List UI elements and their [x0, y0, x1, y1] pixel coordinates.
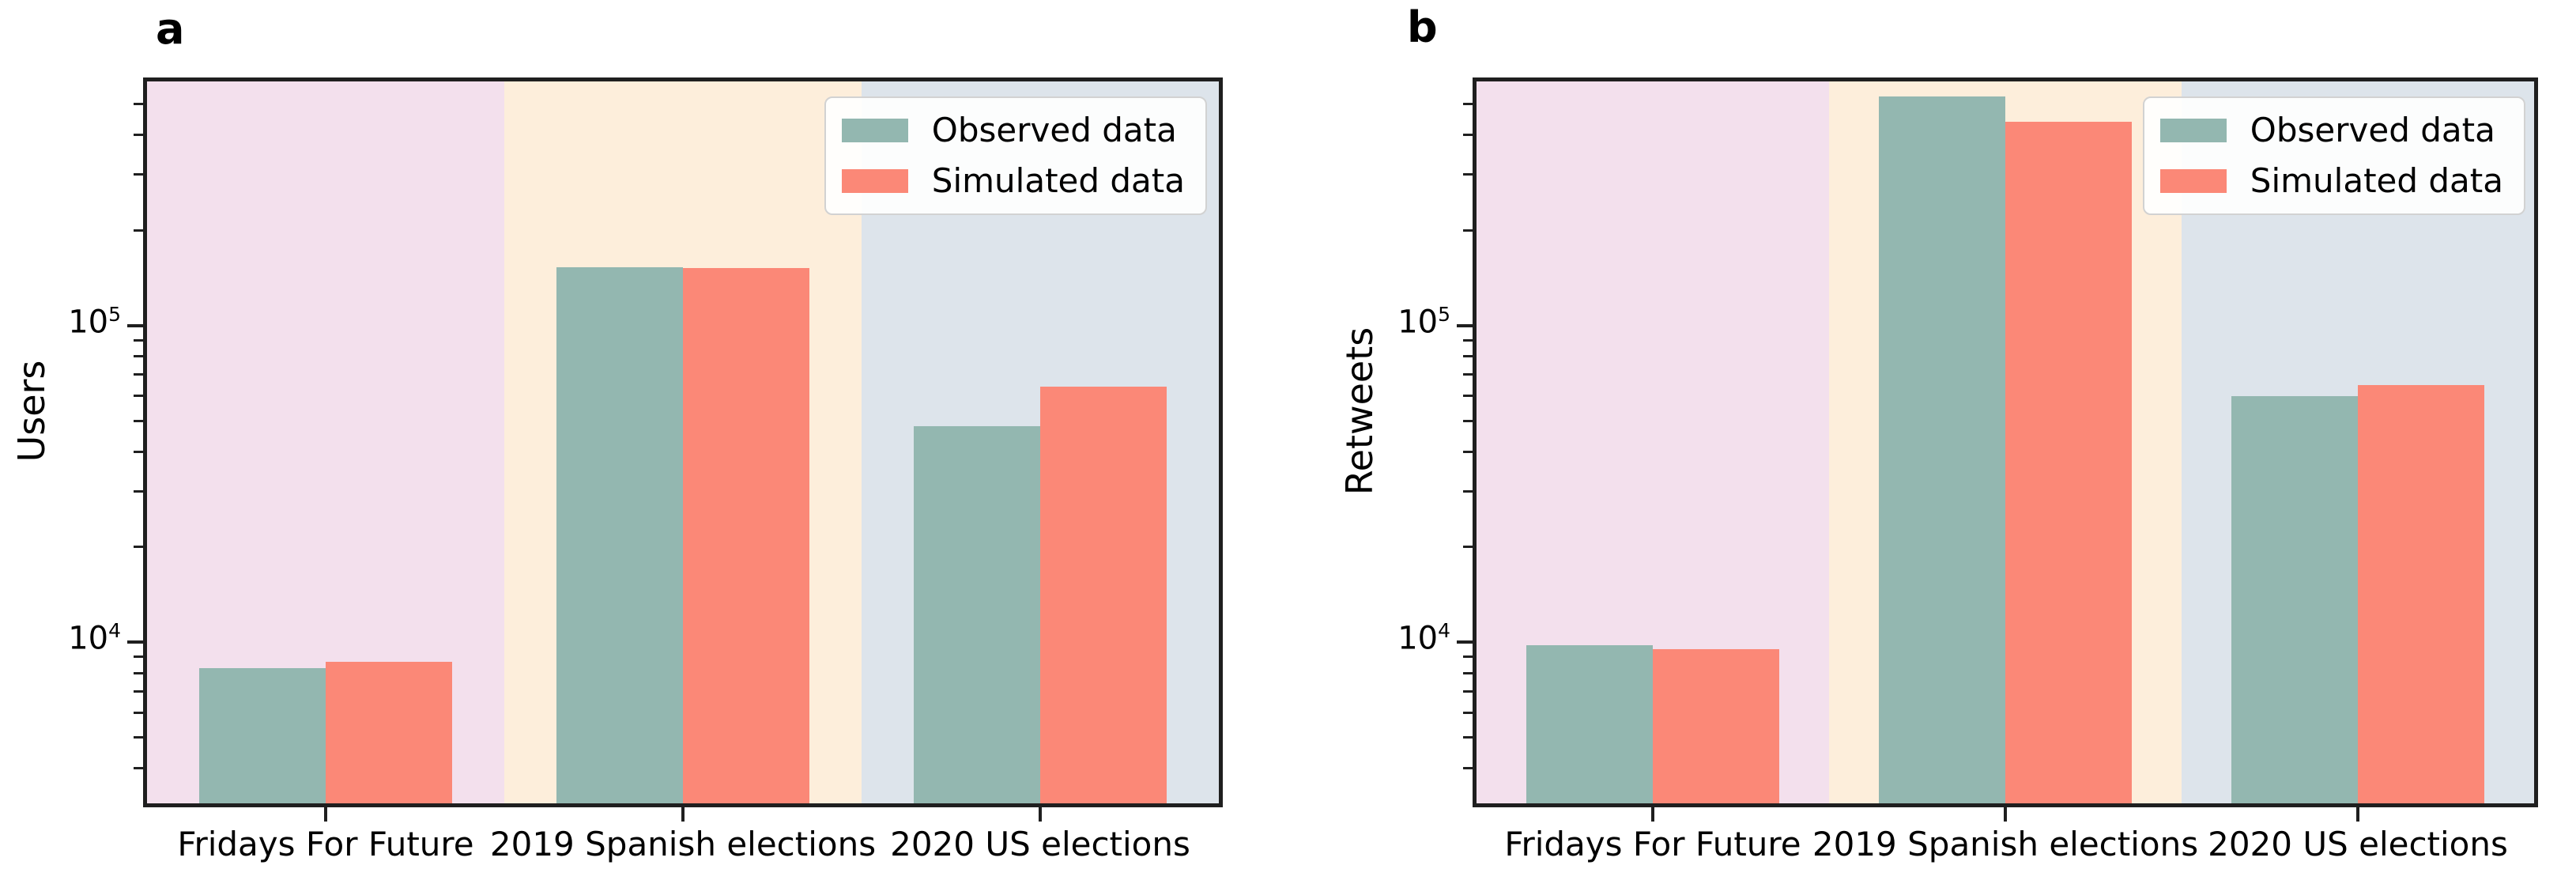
y-axis-minor-tick	[1463, 395, 1473, 398]
x-axis-tick-label-fridays-for-future: Fridays For Future	[1504, 825, 1801, 863]
y-axis-minor-tick	[134, 134, 143, 137]
y-axis-minor-tick	[1463, 338, 1473, 342]
panel-b-y-axis-label: Retweets	[1338, 327, 1381, 496]
legend-swatch-observed-data	[841, 119, 908, 142]
bar-observed-data-2019-spanish-elections	[556, 266, 683, 803]
y-axis-tick-label: 105	[68, 302, 121, 341]
panel-b-label: b	[1407, 2, 1438, 52]
y-axis-tick-label: 104	[1397, 619, 1450, 657]
y-axis-minor-tick	[1463, 103, 1473, 106]
y-axis-minor-tick	[1463, 229, 1473, 232]
y-axis-minor-tick	[134, 546, 143, 549]
y-axis-minor-tick	[134, 103, 143, 106]
x-axis-tick-label-2020-us-elections: 2020 US elections	[2208, 825, 2508, 863]
y-axis-minor-tick	[1463, 419, 1473, 422]
y-axis-minor-tick	[134, 689, 143, 693]
y-axis-minor-tick	[1463, 546, 1473, 549]
y-axis-minor-tick	[1463, 373, 1473, 376]
y-axis-minor-tick	[134, 711, 143, 714]
y-axis-minor-tick	[1463, 450, 1473, 453]
y-axis-minor-tick	[1463, 173, 1473, 176]
legend-swatch-simulated-data	[841, 169, 908, 193]
legend-label-simulated-data: Simulated data	[931, 161, 1185, 200]
bar-observed-data-2020-us-elections	[914, 426, 1040, 803]
legend-label-observed-data: Observed data	[931, 111, 1177, 149]
y-axis-minor-tick	[134, 450, 143, 453]
legend-entry-simulated-data: Simulated data	[841, 160, 1185, 202]
bar-simulated-data-2020-us-elections	[1040, 387, 1167, 803]
legend-entry-observed-data: Observed data	[841, 109, 1185, 152]
bar-observed-data-2019-spanish-elections	[1879, 96, 2005, 803]
y-axis-major-tick	[1457, 323, 1473, 327]
x-axis-tick	[324, 807, 327, 822]
y-axis-minor-tick	[134, 767, 143, 770]
legend-entry-observed-data: Observed data	[2159, 109, 2503, 152]
bar-simulated-data-fridays-for-future	[326, 661, 452, 803]
y-axis-minor-tick	[134, 419, 143, 422]
panel-a-label: a	[156, 4, 185, 54]
x-axis-tick-label-2019-spanish-elections: 2019 Spanish elections	[489, 825, 877, 863]
y-axis-minor-tick	[1463, 736, 1473, 739]
y-axis-minor-tick	[134, 671, 143, 674]
legend-label-observed-data: Observed data	[2250, 111, 2495, 149]
y-axis-minor-tick	[1463, 689, 1473, 693]
legend-swatch-simulated-data	[2159, 169, 2227, 193]
legend-entry-simulated-data: Simulated data	[2159, 160, 2503, 202]
y-axis-minor-tick	[134, 229, 143, 232]
y-axis-major-tick	[127, 323, 143, 327]
x-axis-tick	[1651, 807, 1654, 822]
y-axis-major-tick	[1457, 640, 1473, 644]
bar-observed-data-2020-us-elections	[2231, 395, 2358, 803]
y-axis-minor-tick	[134, 395, 143, 398]
y-axis-minor-tick	[1463, 655, 1473, 659]
panel-a-y-axis-label: Users	[10, 360, 53, 463]
y-axis-minor-tick	[1463, 489, 1473, 493]
y-axis-minor-tick	[134, 489, 143, 493]
legend-swatch-observed-data	[2159, 119, 2227, 142]
bar-observed-data-fridays-for-future	[199, 667, 326, 803]
y-axis-major-tick	[127, 640, 143, 644]
x-axis-tick	[1039, 807, 1042, 822]
y-axis-minor-tick	[134, 655, 143, 659]
y-axis-minor-tick	[134, 373, 143, 376]
legend: Observed data Simulated data	[824, 96, 1207, 215]
x-axis-tick-label-2019-spanish-elections: 2019 Spanish elections	[1812, 825, 2199, 863]
legend-label-simulated-data: Simulated data	[2250, 161, 2503, 200]
y-axis-minor-tick	[1463, 134, 1473, 137]
y-axis-minor-tick	[134, 736, 143, 739]
bar-simulated-data-2020-us-elections	[2358, 384, 2484, 803]
y-axis-minor-tick	[1463, 355, 1473, 358]
bar-simulated-data-fridays-for-future	[1653, 649, 1779, 803]
x-axis-tick	[681, 807, 685, 822]
bar-observed-data-fridays-for-future	[1526, 644, 1653, 803]
y-axis-tick-label: 104	[68, 619, 121, 657]
bar-simulated-data-2019-spanish-elections	[2005, 122, 2132, 803]
y-axis-minor-tick	[1463, 711, 1473, 714]
bar-simulated-data-2019-spanish-elections	[683, 267, 809, 803]
x-axis-tick	[2004, 807, 2007, 822]
y-axis-minor-tick	[134, 338, 143, 342]
x-axis-tick-label-fridays-for-future: Fridays For Future	[177, 825, 474, 863]
y-axis-tick-label: 105	[1397, 302, 1450, 341]
x-axis-tick-label-2020-us-elections: 2020 US elections	[890, 825, 1190, 863]
y-axis-minor-tick	[1463, 767, 1473, 770]
y-axis-minor-tick	[1463, 671, 1473, 674]
x-axis-tick	[2356, 807, 2359, 822]
y-axis-minor-tick	[134, 173, 143, 176]
legend: Observed data Simulated data	[2142, 96, 2525, 215]
y-axis-minor-tick	[134, 355, 143, 358]
